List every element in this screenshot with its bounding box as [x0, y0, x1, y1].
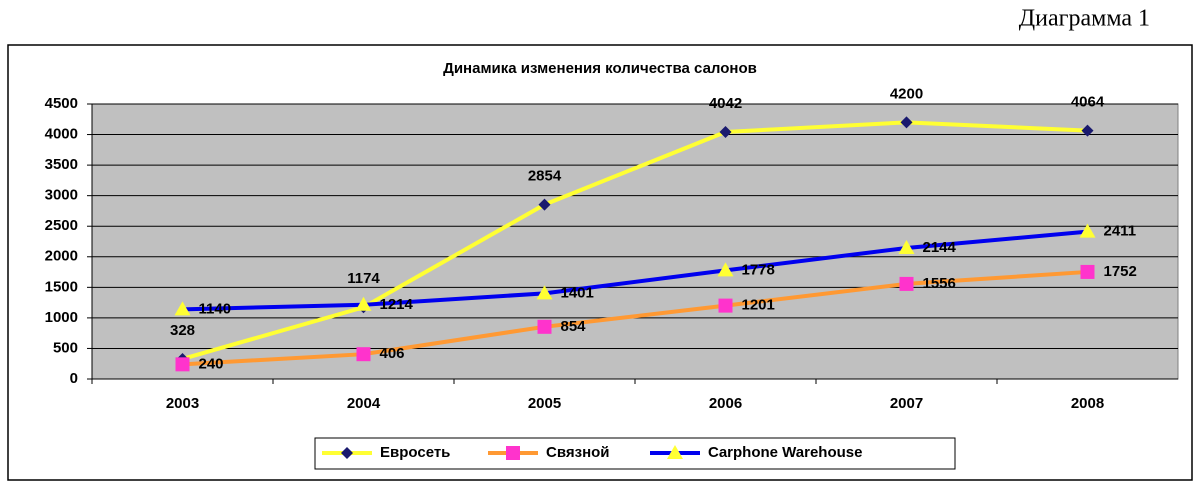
- data-label: 240: [199, 355, 224, 372]
- series-line: [181, 120, 1088, 361]
- marker: [538, 198, 551, 211]
- data-label: 2411: [1104, 223, 1137, 240]
- x-tick-label: 2007: [890, 395, 923, 412]
- y-tick-label: 500: [53, 339, 78, 356]
- x-tick-label: 2008: [1071, 395, 1104, 412]
- marker: [667, 445, 683, 459]
- marker: [175, 357, 190, 372]
- data-label: 2854: [528, 168, 562, 185]
- marker: [536, 285, 553, 300]
- marker: [355, 296, 372, 311]
- marker: [718, 298, 733, 313]
- data-label: 4200: [890, 85, 923, 102]
- y-tick-label: 1500: [45, 278, 78, 295]
- y-tick-label: 4000: [45, 126, 78, 143]
- data-label: 1140: [199, 300, 232, 317]
- marker: [898, 239, 915, 254]
- marker: [900, 116, 913, 129]
- marker: [719, 125, 732, 138]
- marker: [899, 276, 914, 291]
- legend-label: Carphone Warehouse: [708, 444, 862, 461]
- data-label: 1778: [742, 261, 775, 278]
- series-line: [182, 229, 1088, 312]
- data-label: 4064: [1071, 94, 1105, 111]
- legend-label: Евросеть: [380, 444, 450, 461]
- marker: [1080, 264, 1095, 279]
- data-label: 854: [561, 318, 587, 335]
- marker: [506, 446, 520, 460]
- marker: [1081, 124, 1094, 137]
- marker: [174, 301, 191, 316]
- data-label: 406: [380, 345, 405, 362]
- x-tick-label: 2004: [347, 395, 381, 412]
- data-label: 1201: [742, 297, 775, 314]
- data-label: 2144: [923, 239, 957, 256]
- legend-box: [314, 437, 956, 470]
- caption: Диаграмма 1: [1019, 6, 1150, 32]
- marker: [717, 262, 734, 277]
- series-line: [182, 269, 1088, 367]
- data-label: 1752: [1104, 263, 1137, 280]
- data-label: 1401: [561, 284, 594, 301]
- marker: [1079, 223, 1096, 238]
- y-tick-label: 2000: [45, 248, 78, 265]
- chart-title: Динамика изменения количества салонов: [443, 60, 757, 77]
- y-tick-label: 4500: [45, 95, 78, 112]
- y-tick-label: 3500: [45, 156, 78, 173]
- y-tick-label: 1000: [45, 309, 78, 326]
- data-label: 4042: [709, 95, 742, 112]
- data-label: 1174: [347, 270, 380, 287]
- marker: [537, 319, 552, 334]
- x-tick-label: 2006: [709, 395, 742, 412]
- y-tick-label: 3000: [45, 187, 78, 204]
- data-label: 1214: [380, 296, 414, 313]
- marker: [356, 347, 371, 362]
- x-tick-label: 2005: [528, 395, 561, 412]
- data-label: 328: [170, 322, 195, 339]
- x-tick-label: 2003: [166, 395, 199, 412]
- data-label: 1556: [923, 275, 956, 292]
- marker: [341, 447, 353, 459]
- y-tick-label: 0: [70, 370, 78, 387]
- y-tick-label: 2500: [45, 217, 78, 234]
- legend-label: Связной: [546, 444, 610, 461]
